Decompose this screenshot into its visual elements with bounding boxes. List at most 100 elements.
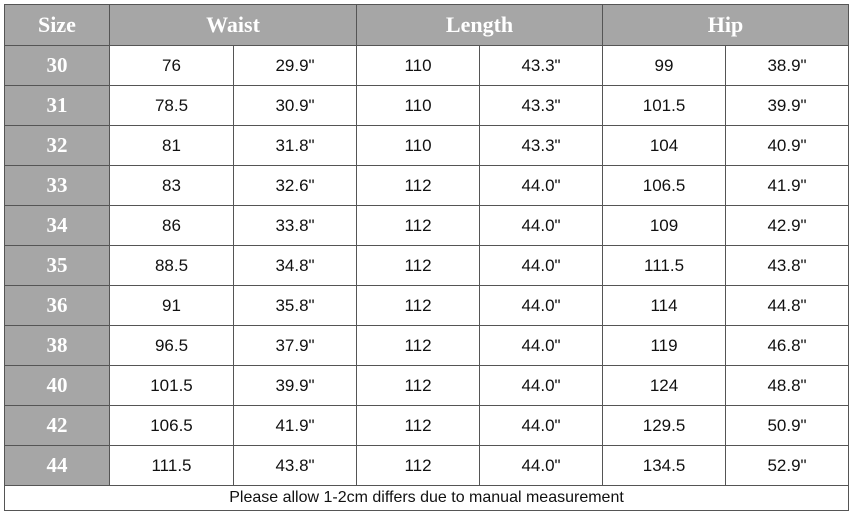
- measure-cell: 110: [356, 45, 481, 86]
- measure-cell: 112: [356, 205, 481, 246]
- measure-cell: 112: [356, 325, 481, 366]
- size-row: 33 83 32.6" 112 44.0" 106.5 41.9": [4, 165, 850, 206]
- measure-cell: 44.0": [479, 405, 604, 446]
- measure-cell: 41.9": [232, 405, 358, 446]
- size-cell: 36: [4, 285, 110, 326]
- measure-cell: 32.6": [232, 165, 358, 206]
- measure-cell: 91: [109, 285, 234, 326]
- size-row: 36 91 35.8" 112 44.0" 114 44.8": [4, 285, 850, 326]
- size-row: 34 86 33.8" 112 44.0" 109 42.9": [4, 205, 850, 246]
- measure-cell: 112: [356, 405, 481, 446]
- size-row: 42 106.5 41.9" 112 44.0" 129.5 50.9": [4, 405, 850, 446]
- measure-cell: 112: [356, 245, 481, 286]
- measure-cell: 29.9": [232, 45, 358, 86]
- measure-cell: 134.5: [602, 445, 727, 486]
- measure-cell: 50.9": [725, 405, 850, 446]
- measure-cell: 99: [602, 45, 727, 86]
- measure-cell: 35.8": [232, 285, 358, 326]
- measure-cell: 44.0": [479, 445, 604, 486]
- measure-cell: 88.5: [109, 245, 234, 286]
- size-cell: 35: [4, 245, 110, 286]
- measure-cell: 44.0": [479, 245, 604, 286]
- size-row: 31 78.5 30.9" 110 43.3" 101.5 39.9": [4, 85, 850, 126]
- measure-cell: 96.5: [109, 325, 234, 366]
- measure-cell: 110: [356, 125, 481, 166]
- measure-cell: 112: [356, 445, 481, 486]
- table-body: 30 76 29.9" 110 43.3" 99 38.9" 31 78.5 30.9" 110 43…: [4, 45, 850, 486]
- size-row: 40 101.5 39.9" 112 44.0" 124 48.8": [4, 365, 850, 406]
- measure-cell: 81: [109, 125, 234, 166]
- measure-cell: 104: [602, 125, 727, 166]
- measure-cell: 106.5: [109, 405, 234, 446]
- measure-cell: 43.3": [479, 85, 604, 126]
- size-cell: 31: [4, 85, 110, 126]
- measure-cell: 119: [602, 325, 727, 366]
- measure-cell: 44.0": [479, 325, 604, 366]
- measure-cell: 42.9": [725, 205, 850, 246]
- measure-cell: 33.8": [232, 205, 358, 246]
- note: Please allow 1-2cm differs due to manual…: [3, 485, 850, 511]
- measure-cell: 43.3": [479, 125, 604, 166]
- measure-cell: 40.9": [725, 125, 850, 166]
- measure-cell: 39.9": [232, 365, 358, 406]
- measure-cell: 43.8": [232, 445, 358, 486]
- measure-cell: 109: [602, 205, 727, 246]
- measure-cell: 37.9": [232, 325, 358, 366]
- header-cell: Size: [4, 4, 110, 46]
- measure-cell: 34.8": [232, 245, 358, 286]
- header-cell: Hip: [602, 4, 850, 46]
- measure-cell: 112: [356, 165, 481, 206]
- measure-cell: 83: [109, 165, 234, 206]
- size-row: 38 96.5 37.9" 112 44.0" 119 46.8": [4, 325, 850, 366]
- measure-cell: 129.5: [602, 405, 727, 446]
- measure-cell: 101.5: [109, 365, 234, 406]
- measure-cell: 124: [602, 365, 727, 406]
- size-row: 32 81 31.8" 110 43.3" 104 40.9": [4, 125, 850, 166]
- table-head: Size Waist Length Hip: [4, 4, 850, 46]
- measure-cell: 44.0": [479, 165, 604, 206]
- measure-cell: 43.3": [479, 45, 604, 86]
- size-cell: 38: [4, 325, 110, 366]
- measure-cell: 101.5: [602, 85, 727, 126]
- measure-cell: 44.0": [479, 285, 604, 326]
- measure-cell: 114: [602, 285, 727, 326]
- measure-cell: 44.0": [479, 205, 604, 246]
- size-row: 44 111.5 43.8" 112 44.0" 134.5 52.9": [4, 445, 850, 486]
- size-cell: 34: [4, 205, 110, 246]
- table-foot: Please allow 1-2cm differs due to manual…: [3, 485, 850, 511]
- measure-cell: 111.5: [109, 445, 234, 486]
- size-cell: 42: [4, 405, 110, 446]
- measure-cell: 44.0": [479, 365, 604, 406]
- size-cell: 32: [4, 125, 110, 166]
- size-row: 35 88.5 34.8" 112 44.0" 111.5 43.8": [4, 245, 850, 286]
- size-row: 30 76 29.9" 110 43.3" 99 38.9": [4, 45, 850, 86]
- measure-cell: 38.9": [725, 45, 850, 86]
- measure-cell: 112: [356, 285, 481, 326]
- size-cell: 44: [4, 445, 110, 486]
- measure-cell: 31.8": [232, 125, 358, 166]
- measure-cell: 106.5: [602, 165, 727, 206]
- size-cell: 33: [4, 165, 110, 206]
- measure-cell: 52.9": [725, 445, 850, 486]
- measure-cell: 43.8": [725, 245, 850, 286]
- measure-cell: 41.9": [725, 165, 850, 206]
- measure-cell: 30.9": [232, 85, 358, 126]
- header-cell: Length: [356, 4, 604, 46]
- note-row: Please allow 1-2cm differs due to manual…: [3, 485, 850, 511]
- measure-cell: 44.8": [725, 285, 850, 326]
- measure-cell: 110: [356, 85, 481, 126]
- header-row: Size Waist Length Hip: [4, 4, 850, 46]
- header-cell: Waist: [108, 4, 358, 46]
- measure-cell: 78.5: [109, 85, 234, 126]
- size-cell: 40: [4, 365, 110, 406]
- measure-cell: 46.8": [725, 325, 850, 366]
- measure-cell: 48.8": [725, 365, 850, 406]
- size-cell: 30: [4, 45, 110, 86]
- size-table: Size Waist Length Hip 30 76 29.9" 110 43.3" 9…: [3, 4, 850, 511]
- measure-cell: 86: [109, 205, 234, 246]
- measure-cell: 111.5: [602, 245, 727, 286]
- measure-cell: 39.9": [725, 85, 850, 126]
- measure-cell: 76: [109, 45, 234, 86]
- measure-cell: 112: [356, 365, 481, 406]
